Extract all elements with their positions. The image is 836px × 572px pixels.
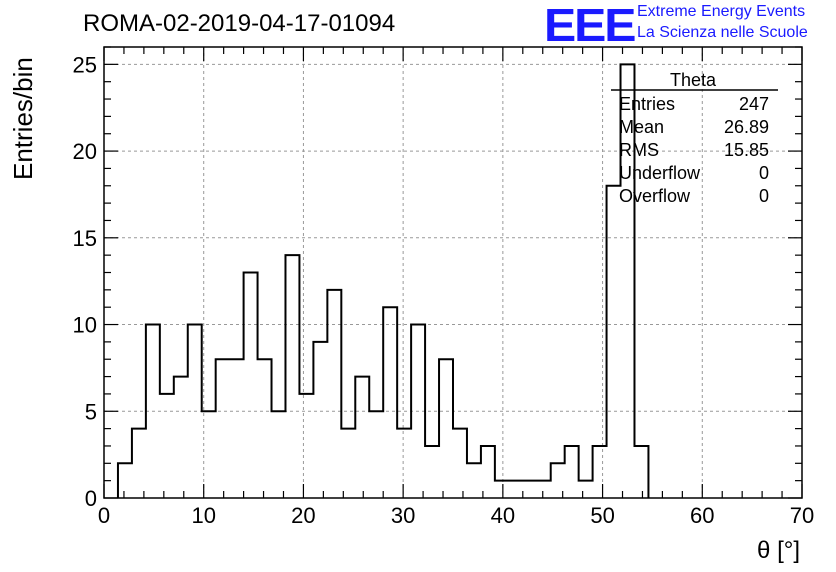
histogram-bin	[244, 273, 258, 499]
stats-rows: Entries 247 Mean 26.89 RMS 15.85 Underflow 0 Ove…	[619, 94, 769, 206]
logo-tagline-2: La Scienza nelle Scuole	[637, 24, 808, 41]
histogram-bin	[327, 290, 341, 498]
stats-label: Underflow	[619, 163, 701, 183]
stats-title: Theta	[670, 70, 717, 90]
x-tick-label: 70	[790, 503, 814, 528]
histogram-bin	[341, 429, 355, 498]
histogram-bin	[258, 359, 272, 498]
eee-logo: EEE	[544, 0, 636, 51]
histogram-bin	[495, 481, 509, 498]
x-tick-label: 10	[191, 503, 215, 528]
histogram-bin	[481, 446, 495, 498]
histogram-bin	[369, 411, 383, 498]
y-tick-label: 25	[73, 52, 97, 77]
y-tick-labels: 0 5 10 15 20 25	[73, 52, 97, 511]
x-tick-label: 20	[291, 503, 315, 528]
stats-value: 26.89	[724, 117, 769, 137]
histogram-bin	[565, 446, 579, 498]
y-tick-label: 10	[73, 313, 97, 338]
y-tick-label: 5	[85, 399, 97, 424]
x-tick-label: 30	[391, 503, 415, 528]
histogram-bin	[593, 446, 607, 498]
stats-label: RMS	[619, 140, 659, 160]
run-title: ROMA-02-2019-04-17-01094	[83, 10, 396, 37]
stats-label: Entries	[619, 94, 675, 114]
stats-value: 0	[759, 186, 769, 206]
y-tick-label: 15	[73, 226, 97, 251]
stats-box: Theta Entries 247 Mean 26.89 RMS 15.85 Underfl…	[611, 70, 778, 206]
histogram-bin	[355, 377, 369, 498]
histogram-bin	[397, 429, 411, 498]
histogram-outline	[116, 63, 650, 498]
y-tick-label: 0	[85, 486, 97, 511]
stats-label: Mean	[619, 117, 664, 137]
histogram-bin	[146, 325, 160, 498]
x-tick-label: 40	[491, 503, 515, 528]
histogram-bin	[509, 481, 523, 498]
histogram-bin	[607, 186, 621, 498]
histogram-bin	[453, 429, 467, 498]
histogram-bin	[160, 394, 174, 498]
histogram-bin	[467, 463, 481, 498]
histogram-bin	[523, 481, 537, 498]
histogram-bin	[425, 446, 439, 498]
histogram-bin	[537, 481, 551, 498]
axis-ticks	[103, 46, 803, 499]
x-axis-label: θ [°]	[757, 537, 800, 564]
histogram-bins	[118, 64, 648, 498]
y-tick-label: 20	[73, 139, 97, 164]
stats-value: 247	[739, 94, 769, 114]
histogram-bin	[216, 359, 230, 498]
histogram-bin	[174, 377, 188, 498]
histogram-bin	[118, 463, 132, 498]
x-tick-label: 50	[590, 503, 614, 528]
histogram-bin	[272, 411, 286, 498]
histogram-bin	[188, 325, 202, 498]
x-tick-label: 60	[690, 503, 714, 528]
histogram-bin	[299, 394, 313, 498]
histogram-bin	[132, 429, 146, 498]
histogram-bin	[230, 359, 244, 498]
histogram-bin	[285, 255, 299, 498]
histogram-bin	[383, 307, 397, 498]
x-tick-labels: 0 10 20 30 40 50 60 70	[98, 503, 814, 528]
histogram-bin	[579, 481, 593, 498]
stats-value: 0	[759, 163, 769, 183]
x-tick-label: 0	[98, 503, 110, 528]
histogram-bin	[411, 325, 425, 498]
histogram-bin	[439, 359, 453, 498]
y-axis-label: Entries/bin	[8, 57, 38, 180]
stats-value: 15.85	[724, 140, 769, 160]
histogram-bin	[313, 342, 327, 498]
stats-label: Overflow	[619, 186, 691, 206]
logo-tagline-1: Extreme Energy Events	[637, 3, 806, 20]
histogram-bin	[634, 446, 648, 498]
